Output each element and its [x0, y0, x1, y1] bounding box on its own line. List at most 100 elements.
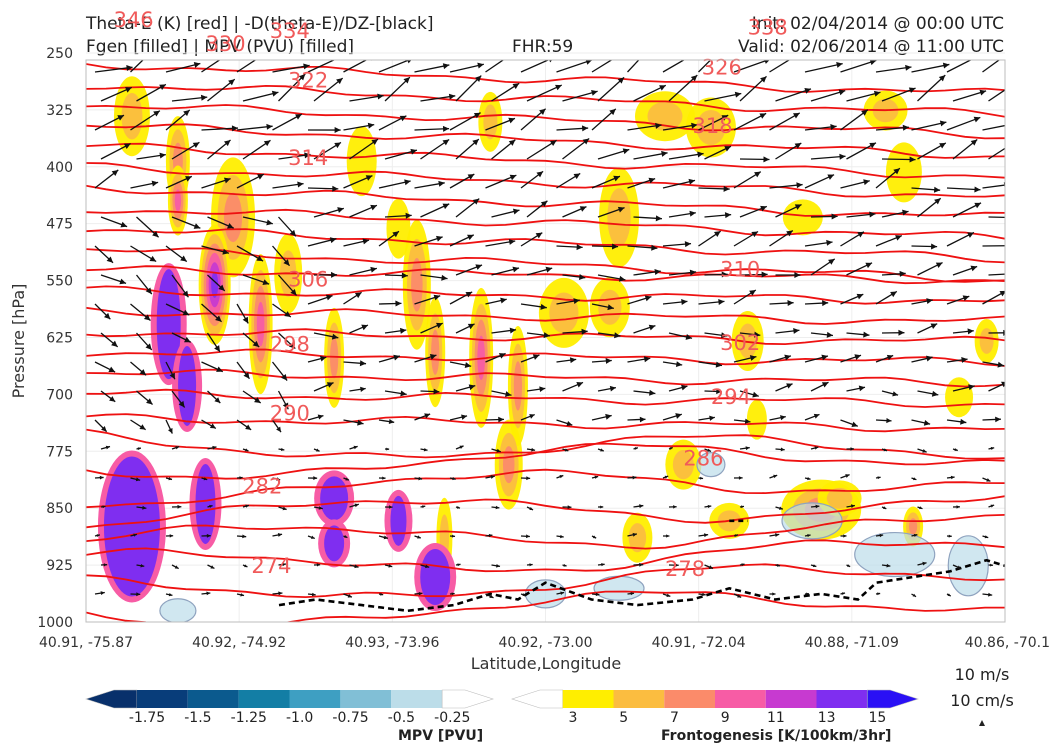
- wind-vector-head: [845, 474, 850, 478]
- wind-vector-head: [826, 331, 833, 338]
- wind-vector: [307, 60, 336, 73]
- wind-vector-head: [266, 123, 273, 130]
- theta-e-isentrope: [86, 265, 1005, 285]
- wind-vector-head: [489, 594, 494, 598]
- wind-vector-head: [354, 564, 359, 569]
- wind-vector-head: [111, 340, 118, 347]
- colorbar-tick: -1.0: [286, 710, 313, 726]
- wind-vector-head: [926, 298, 933, 305]
- wind-vector-head: [334, 142, 341, 149]
- wind-vector-head: [685, 334, 693, 340]
- wind-vector-head: [169, 534, 174, 538]
- x-tick-label: 40.86, -70.1: [965, 635, 1050, 651]
- wind-vector-head: [673, 505, 677, 509]
- y-tick-label: 700: [46, 387, 73, 403]
- header-line2-left: Fgen [filled] | MPV (PVU) [filled]: [86, 37, 355, 57]
- theta-e-label: 302: [720, 331, 760, 355]
- wind-vector-head: [498, 353, 506, 359]
- wind-vector-head: [317, 414, 324, 420]
- wind-vector-head: [139, 369, 147, 376]
- wind-vector-head: [331, 271, 338, 278]
- wind-vector-head: [297, 181, 304, 188]
- colorbar-tick: -1.5: [184, 710, 211, 726]
- wind-vector-head: [386, 447, 390, 451]
- wind-vector-head: [724, 146, 731, 152]
- wind-vector: [733, 112, 767, 131]
- wind-vector-head: [278, 591, 283, 596]
- fgen-blob: [826, 487, 853, 509]
- fgen-blob: [211, 271, 219, 298]
- filled-contours: [97, 76, 999, 622]
- fgen-blob: [628, 523, 647, 553]
- wind-vector-head: [883, 448, 888, 452]
- wind-vector: [94, 66, 133, 73]
- theta-e-label: 282: [242, 474, 282, 498]
- wind-vector-head: [399, 115, 407, 122]
- colorbar-cell: [562, 690, 614, 708]
- wind-vector-head: [405, 212, 412, 219]
- wind-vector-head: [222, 248, 229, 255]
- wind-vector-head: [724, 212, 732, 219]
- wind-vector-head: [367, 122, 375, 129]
- colorbar-cell: [340, 690, 392, 708]
- wind-vector-head: [787, 300, 794, 307]
- wind-vector-head: [957, 565, 962, 569]
- wind-vector: [988, 89, 1005, 102]
- fgen-blob: [174, 189, 182, 212]
- wind-vector-head: [632, 532, 637, 537]
- wind-vector-head: [831, 213, 838, 220]
- wind-ref-cms: 10 cm/s: [950, 691, 1014, 710]
- colorbar-tick: -0.25: [434, 710, 470, 726]
- wind-vector-head: [388, 419, 395, 425]
- wind-vectors: [94, 60, 1018, 599]
- wind-vector: [704, 92, 742, 102]
- wind-vector-head: [210, 565, 215, 569]
- wind-vector-head: [174, 565, 179, 569]
- wind-vector-head: [707, 504, 712, 509]
- wind-vector-head: [257, 174, 264, 180]
- fgen-blob: [696, 109, 726, 145]
- wind-vector-head: [126, 65, 133, 71]
- wind-vector-head: [741, 563, 745, 567]
- wind-vector-head: [474, 75, 482, 82]
- wind-vector-head: [240, 593, 245, 597]
- fgen-blob: [431, 329, 440, 375]
- wind-vector-head: [794, 272, 801, 279]
- wind-vector-head: [997, 361, 1004, 368]
- wind-vector-head: [153, 110, 160, 117]
- y-tick-label: 850: [46, 501, 73, 517]
- wind-vector-head: [389, 505, 393, 509]
- wind-vector-head: [869, 60, 877, 66]
- colorbar-tick: 15: [868, 710, 886, 726]
- wind-vector-head: [567, 505, 572, 510]
- theta-e-label: 310: [720, 257, 760, 281]
- theta-e-isentrope: [86, 563, 1005, 599]
- wind-vector-head: [103, 312, 111, 320]
- mpv-area: [593, 575, 645, 601]
- wind-vector-head: [319, 355, 327, 362]
- wind-vector-head: [442, 139, 450, 146]
- wind-vector-head: [393, 354, 400, 361]
- wind-vector-head: [1008, 122, 1014, 128]
- wind-vector-head: [143, 314, 151, 321]
- wind-vector-head: [666, 593, 671, 597]
- fgen-blob: [607, 188, 631, 247]
- wind-vector-head: [1012, 214, 1018, 220]
- wind-vector-head: [716, 388, 722, 395]
- wind-vector-head: [436, 322, 443, 329]
- wind-vector-head: [807, 477, 811, 481]
- theta-e-label: 346: [114, 8, 154, 32]
- wind-vector-head: [555, 84, 562, 91]
- wind-vector-head: [496, 563, 501, 568]
- wind-vector-head: [879, 533, 884, 538]
- wind-vector-head: [360, 386, 366, 392]
- wind-vector-head: [452, 477, 456, 481]
- wind-vector-head: [655, 215, 662, 222]
- x-tick-labels: 40.91, -75.87 40.92, -74.92 40.93, -73.96 4…: [39, 635, 1050, 651]
- header-valid: Valid: 02/06/2014 @ 11:00 UTC: [738, 37, 1004, 57]
- wind-vector-head: [508, 117, 515, 124]
- fgen-blob: [483, 104, 498, 140]
- wind-vector-head: [193, 223, 201, 229]
- wind-vector-head: [773, 474, 778, 479]
- wind-vector-head: [609, 108, 616, 116]
